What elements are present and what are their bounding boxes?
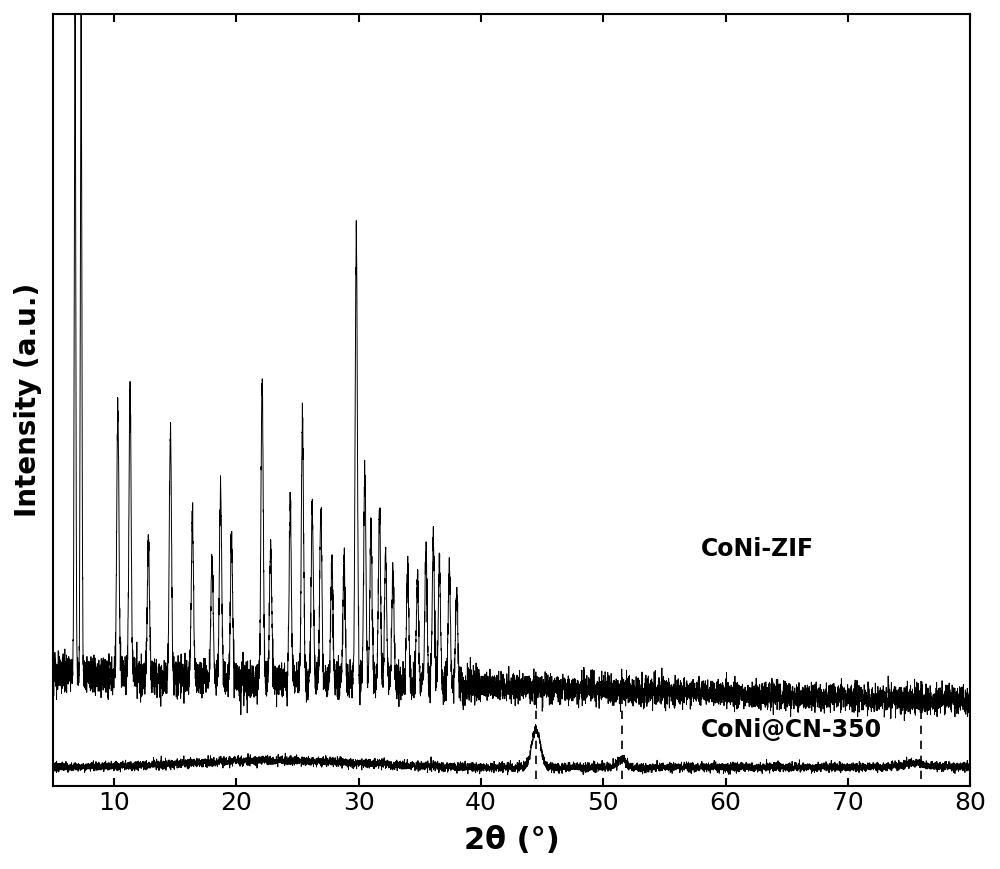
Text: CoNi-ZIF: CoNi-ZIF [701, 537, 814, 561]
Y-axis label: Intensity (a.u.): Intensity (a.u.) [14, 283, 42, 517]
X-axis label: 2θ (°): 2θ (°) [464, 826, 559, 855]
Text: CoNi@CN-350: CoNi@CN-350 [701, 718, 882, 741]
